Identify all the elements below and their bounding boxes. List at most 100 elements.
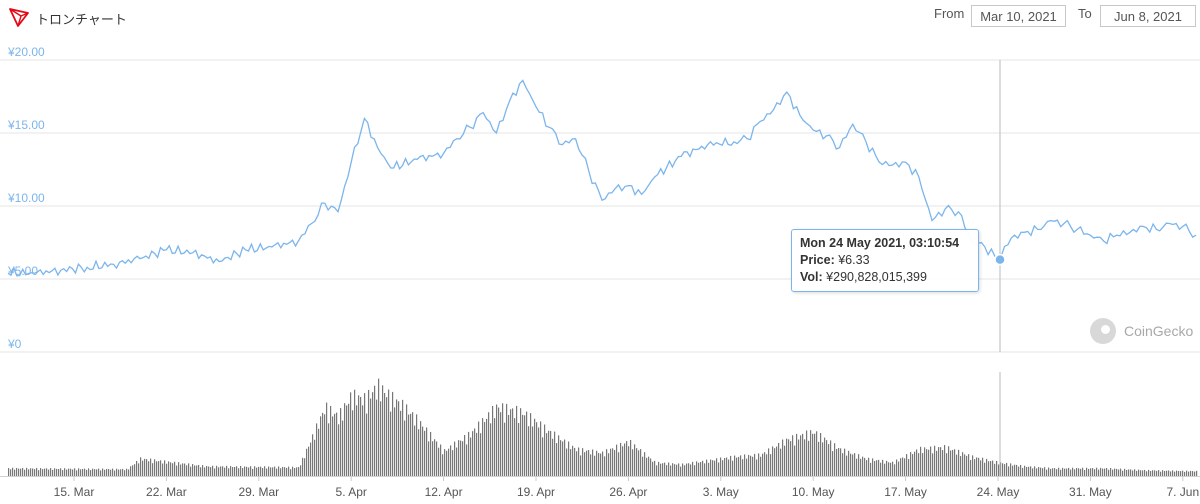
volume-bar xyxy=(752,456,754,476)
volume-bar xyxy=(924,447,926,476)
volume-bar xyxy=(1140,470,1142,476)
volume-bar xyxy=(1110,468,1112,476)
volume-bar xyxy=(1004,464,1006,476)
volume-bar xyxy=(226,465,228,476)
volume-bar xyxy=(674,464,676,476)
volume-bar xyxy=(882,459,884,476)
volume-bar xyxy=(654,460,656,476)
volume-bar xyxy=(890,462,892,476)
volume-bar xyxy=(1132,470,1134,476)
x-tick-label: 29. Mar xyxy=(238,485,279,499)
volume-bar xyxy=(1084,469,1086,476)
volume-bar xyxy=(286,467,288,476)
volume-bar xyxy=(860,458,862,476)
volume-bar xyxy=(378,378,380,476)
volume-bar xyxy=(768,448,770,476)
volume-bar xyxy=(328,423,330,476)
volume-bar xyxy=(1036,468,1038,476)
volume-bar xyxy=(748,454,750,476)
volume-bar xyxy=(928,449,930,476)
volume-bar xyxy=(296,467,298,476)
volume-bar xyxy=(324,414,326,476)
volume-bar xyxy=(1116,468,1118,476)
volume-bar xyxy=(1032,468,1034,476)
volume-bar xyxy=(48,469,50,476)
volume-bar xyxy=(82,468,84,476)
volume-bar xyxy=(416,414,418,476)
volume-bar xyxy=(326,402,328,476)
volume-bar xyxy=(20,468,22,476)
x-tick-label: 26. Apr xyxy=(609,485,647,499)
volume-bar xyxy=(58,469,60,476)
volume-bar xyxy=(688,463,690,476)
volume-bar xyxy=(692,461,694,476)
volume-bar xyxy=(332,416,334,476)
volume-bar xyxy=(588,450,590,476)
volume-bar xyxy=(1124,468,1126,476)
volume-bar xyxy=(128,469,130,476)
volume-bar xyxy=(412,412,414,476)
watermark-text: CoinGecko xyxy=(1124,323,1194,339)
volume-bar xyxy=(56,468,58,476)
from-date-input[interactable]: Mar 10, 2021 xyxy=(971,5,1066,27)
volume-bar xyxy=(126,468,128,476)
volume-bar xyxy=(788,439,790,476)
volume-bar xyxy=(956,454,958,476)
volume-bar xyxy=(16,467,18,476)
volume-bar xyxy=(12,467,14,476)
volume-bar xyxy=(1178,471,1180,476)
volume-bar xyxy=(102,468,104,476)
gecko-icon xyxy=(1090,318,1116,344)
volume-bar xyxy=(374,385,376,476)
x-tick-label: 15. Mar xyxy=(54,485,95,499)
volume-bar xyxy=(954,449,956,476)
volume-bar xyxy=(290,469,292,476)
volume-bar xyxy=(634,444,636,476)
volume-bar xyxy=(108,469,110,476)
volume-bar xyxy=(318,428,320,476)
volume-bar xyxy=(724,457,726,476)
volume-bar xyxy=(42,469,44,476)
x-tick-label: 12. Apr xyxy=(425,485,463,499)
volume-bar xyxy=(448,448,450,476)
volume-bar xyxy=(462,441,464,476)
volume-bar xyxy=(844,448,846,476)
volume-bar xyxy=(176,465,178,476)
volume-bar xyxy=(904,458,906,476)
volume-bar xyxy=(658,461,660,476)
volume-bar xyxy=(1156,470,1158,476)
volume-bar xyxy=(572,445,574,476)
volume-bar xyxy=(744,454,746,476)
volume-bar xyxy=(1060,469,1062,476)
volume-bar xyxy=(888,462,890,476)
volume-bar xyxy=(414,425,416,476)
volume-bar xyxy=(474,428,476,476)
volume-bar xyxy=(1044,467,1046,476)
volume-bar xyxy=(910,452,912,476)
volume-bar xyxy=(680,466,682,476)
volume-bar xyxy=(340,408,342,476)
to-date-input[interactable]: Jun 8, 2021 xyxy=(1100,5,1196,27)
volume-bar xyxy=(662,463,664,476)
volume-bar xyxy=(558,435,560,476)
volume-bar xyxy=(932,453,934,476)
volume-bar xyxy=(440,444,442,476)
volume-bar xyxy=(496,404,498,476)
volume-bar xyxy=(992,460,994,476)
crosshair xyxy=(994,60,1006,476)
volume-bar xyxy=(1040,467,1042,476)
volume-bar xyxy=(822,442,824,476)
volume-bar xyxy=(1168,470,1170,476)
tooltip-date: Mon 24 May 2021, 03:10:54 xyxy=(800,236,960,250)
volume-bar xyxy=(614,450,616,476)
x-tick-label: 7. Jun xyxy=(1166,485,1199,499)
volume-bar xyxy=(372,392,374,476)
volume-bar xyxy=(86,469,88,476)
volume-bar xyxy=(836,448,838,476)
volume-bar xyxy=(524,415,526,476)
volume-bar xyxy=(666,465,668,476)
volume-bar xyxy=(982,457,984,476)
volume-bar xyxy=(112,468,114,476)
volume-bar xyxy=(594,455,596,476)
